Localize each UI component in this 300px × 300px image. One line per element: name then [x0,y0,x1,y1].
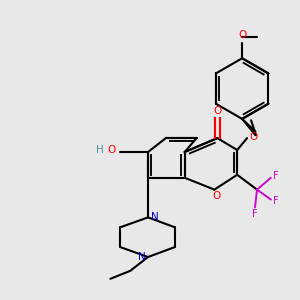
Text: O: O [213,106,221,116]
Text: F: F [273,171,279,181]
Text: H: H [96,146,104,155]
Text: O: O [238,30,246,40]
Text: F: F [252,209,258,219]
Text: O: O [250,132,258,142]
Text: F: F [273,196,279,206]
Text: O: O [213,191,221,201]
Text: N: N [151,212,158,222]
Text: O: O [107,146,116,155]
Text: N: N [138,252,146,262]
